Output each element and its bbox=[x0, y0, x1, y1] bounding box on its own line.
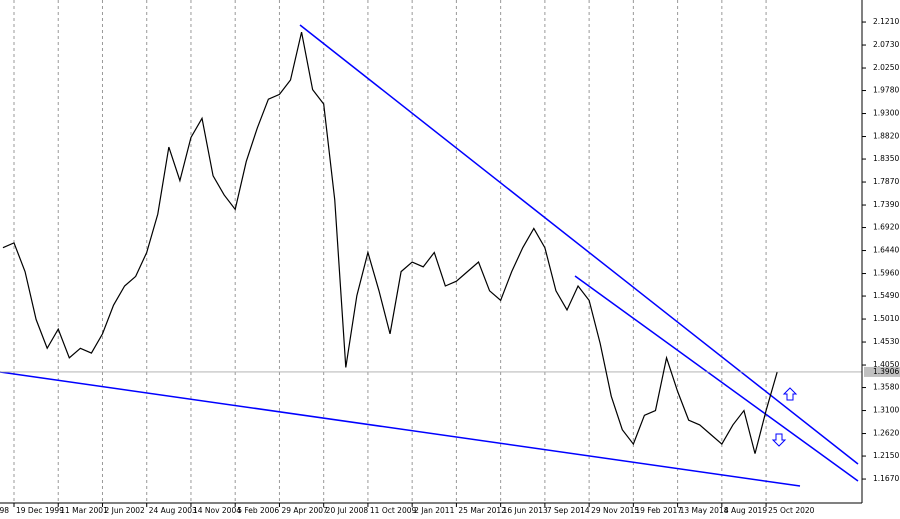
y-tick-label: 1.2620 bbox=[873, 429, 899, 438]
price-line bbox=[2, 31, 778, 454]
y-tick-label: 1.4530 bbox=[873, 337, 899, 346]
y-tick-label: 2.0250 bbox=[873, 63, 899, 72]
y-tick-label: 1.1670 bbox=[873, 474, 899, 483]
trend-line bbox=[0, 371, 801, 487]
x-tick-label: 24 Aug 2003 bbox=[149, 506, 197, 515]
y-tick-label: 1.8820 bbox=[873, 132, 899, 141]
x-tick-label: 29 Nov 2015 bbox=[591, 506, 639, 515]
y-tick-label: 1.7870 bbox=[873, 177, 899, 186]
y-tick-label: 1.5010 bbox=[873, 314, 899, 323]
x-tick-label: 20 Jul 2008 bbox=[326, 506, 369, 515]
x-tick-label: 13 May 2018 bbox=[680, 506, 729, 515]
y-tick-label: 1.2150 bbox=[873, 451, 899, 460]
x-tick-label: 2 Jan 2011 bbox=[414, 506, 454, 515]
y-tick-label: 1.5490 bbox=[873, 291, 899, 300]
series bbox=[0, 31, 862, 454]
x-tick-label: 98 bbox=[0, 506, 9, 515]
y-tick-label: 2.0730 bbox=[873, 40, 899, 49]
x-tick-label: 5 Feb 2006 bbox=[237, 506, 279, 515]
y-tick-label: 1.3100 bbox=[873, 406, 899, 415]
trend-lines bbox=[0, 24, 859, 487]
x-tick-label: 29 Apr 2007 bbox=[281, 506, 328, 515]
down-arrow bbox=[771, 433, 787, 447]
x-tick-label: 11 Mar 2001 bbox=[60, 506, 108, 515]
y-tick-label: 2.1210 bbox=[873, 17, 899, 26]
x-tick-label: 25 Mar 2012 bbox=[458, 506, 506, 515]
y-tick-label: 1.6440 bbox=[873, 246, 899, 255]
axes: 2.1210 2.0730 2.0250 1.9780 1.9300 1.8820 1.83… bbox=[0, 17, 900, 515]
x-tick-label: 7 Sep 2014 bbox=[547, 506, 590, 515]
x-tick-label: 25 Oct 2020 bbox=[768, 506, 815, 515]
current-price-label: 1.3906 bbox=[873, 367, 899, 376]
current-price-box bbox=[864, 366, 900, 377]
y-tick-label: 1.9780 bbox=[873, 86, 899, 95]
x-tick-label: 16 Jun 2013 bbox=[503, 506, 548, 515]
y-tick-label: 1.5960 bbox=[873, 269, 899, 278]
trend-line bbox=[299, 24, 859, 465]
y-tick-label: 1.7390 bbox=[873, 200, 899, 209]
x-tick-label: 19 Feb 2017 bbox=[635, 506, 682, 515]
x-tick-label: 19 Dec 1999 bbox=[16, 506, 64, 515]
y-tick-label: 1.9300 bbox=[873, 109, 899, 118]
x-tick-label: 4 Aug 2019 bbox=[724, 506, 767, 515]
y-tick-label: 1.4050 bbox=[873, 360, 899, 369]
x-tick-label: 2 Jun 2002 bbox=[104, 506, 145, 515]
y-tick-label: 1.8350 bbox=[873, 154, 899, 163]
y-tick-label: 1.6920 bbox=[873, 223, 899, 232]
x-tick-label: 14 Nov 2004 bbox=[193, 506, 241, 515]
trend-line bbox=[574, 275, 859, 482]
y-tick-label: 1.3580 bbox=[873, 383, 899, 392]
up-arrow bbox=[782, 387, 798, 401]
x-tick-label: 11 Oct 2009 bbox=[370, 506, 417, 515]
